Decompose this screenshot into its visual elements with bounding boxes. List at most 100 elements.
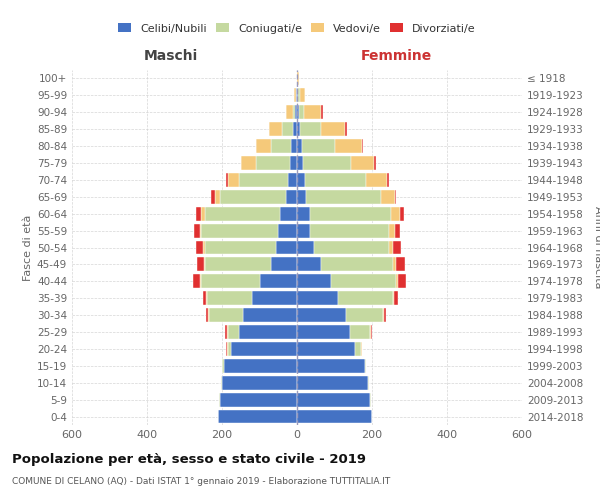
Bar bbox=[227, 173, 239, 187]
Bar bbox=[286, 190, 297, 203]
Bar bbox=[224, 359, 297, 373]
Bar bbox=[222, 359, 224, 373]
Bar bbox=[269, 122, 282, 136]
Bar bbox=[299, 106, 304, 119]
Text: COMUNE DI CELANO (AQ) - Dati ISTAT 1° gennaio 2019 - Elaborazione TUTTITALIA.IT: COMUNE DI CELANO (AQ) - Dati ISTAT 1° ge… bbox=[12, 478, 390, 486]
Bar bbox=[202, 274, 260, 288]
Bar bbox=[227, 325, 239, 339]
Bar bbox=[321, 106, 323, 119]
Bar bbox=[304, 106, 321, 119]
Bar bbox=[203, 292, 206, 305]
Bar bbox=[382, 190, 395, 203]
Bar bbox=[297, 224, 310, 237]
Bar bbox=[310, 224, 389, 237]
Bar bbox=[300, 122, 320, 136]
Bar bbox=[199, 224, 202, 237]
Bar bbox=[394, 292, 398, 305]
Bar bbox=[280, 207, 297, 220]
Bar bbox=[221, 376, 222, 390]
Bar bbox=[335, 139, 361, 153]
Bar bbox=[297, 258, 322, 272]
Bar bbox=[193, 274, 200, 288]
Bar bbox=[387, 173, 389, 187]
Bar bbox=[367, 173, 387, 187]
Bar bbox=[232, 342, 297, 356]
Bar bbox=[305, 173, 367, 187]
Bar bbox=[215, 190, 220, 203]
Bar bbox=[297, 190, 307, 203]
Bar bbox=[346, 308, 383, 322]
Bar bbox=[297, 207, 310, 220]
Bar bbox=[271, 139, 292, 153]
Bar bbox=[290, 156, 297, 170]
Bar bbox=[297, 88, 298, 102]
Bar bbox=[204, 258, 205, 272]
Bar bbox=[385, 308, 386, 322]
Bar bbox=[256, 139, 271, 153]
Bar bbox=[293, 122, 297, 136]
Bar bbox=[365, 359, 367, 373]
Bar bbox=[370, 392, 371, 406]
Bar bbox=[320, 122, 345, 136]
Bar bbox=[400, 207, 404, 220]
Bar bbox=[200, 274, 202, 288]
Bar bbox=[345, 122, 347, 136]
Bar bbox=[371, 325, 372, 339]
Bar bbox=[297, 342, 355, 356]
Bar bbox=[252, 292, 297, 305]
Bar bbox=[302, 139, 335, 153]
Bar bbox=[295, 88, 296, 102]
Bar bbox=[310, 207, 391, 220]
Bar bbox=[293, 106, 295, 119]
Bar bbox=[395, 258, 405, 272]
Bar bbox=[260, 274, 297, 288]
Bar bbox=[239, 173, 287, 187]
Bar bbox=[287, 173, 297, 187]
Bar bbox=[299, 88, 305, 102]
Bar bbox=[391, 207, 400, 220]
Bar bbox=[296, 88, 297, 102]
Bar bbox=[298, 88, 299, 102]
Bar bbox=[196, 207, 202, 220]
Y-axis label: Anni di nascita: Anni di nascita bbox=[593, 206, 600, 289]
Bar bbox=[314, 240, 389, 254]
Bar bbox=[206, 308, 208, 322]
Bar bbox=[297, 240, 314, 254]
Bar bbox=[297, 72, 299, 86]
Bar bbox=[202, 224, 278, 237]
Text: Popolazione per età, sesso e stato civile - 2019: Popolazione per età, sesso e stato civil… bbox=[12, 452, 366, 466]
Bar bbox=[368, 376, 369, 390]
Bar bbox=[227, 342, 232, 356]
Bar bbox=[226, 342, 227, 356]
Bar bbox=[297, 359, 365, 373]
Bar bbox=[389, 224, 395, 237]
Bar bbox=[225, 325, 227, 339]
Bar bbox=[297, 376, 368, 390]
Bar bbox=[292, 139, 297, 153]
Bar bbox=[389, 240, 394, 254]
Bar bbox=[202, 207, 205, 220]
Bar bbox=[370, 325, 371, 339]
Bar bbox=[207, 292, 252, 305]
Bar bbox=[271, 258, 297, 272]
Bar bbox=[241, 156, 256, 170]
Bar bbox=[297, 274, 331, 288]
Y-axis label: Fasce di età: Fasce di età bbox=[23, 214, 33, 280]
Bar bbox=[297, 325, 349, 339]
Bar bbox=[218, 410, 297, 424]
Text: Maschi: Maschi bbox=[144, 49, 198, 63]
Bar bbox=[374, 156, 376, 170]
Bar bbox=[297, 139, 302, 153]
Bar bbox=[297, 308, 346, 322]
Bar bbox=[196, 240, 203, 254]
Bar bbox=[355, 342, 361, 356]
Bar bbox=[297, 392, 370, 406]
Bar bbox=[398, 274, 406, 288]
Bar bbox=[282, 122, 293, 136]
Bar bbox=[239, 325, 297, 339]
Bar bbox=[211, 190, 215, 203]
Bar bbox=[206, 292, 207, 305]
Bar bbox=[297, 122, 300, 136]
Bar bbox=[208, 308, 209, 322]
Bar bbox=[205, 240, 277, 254]
